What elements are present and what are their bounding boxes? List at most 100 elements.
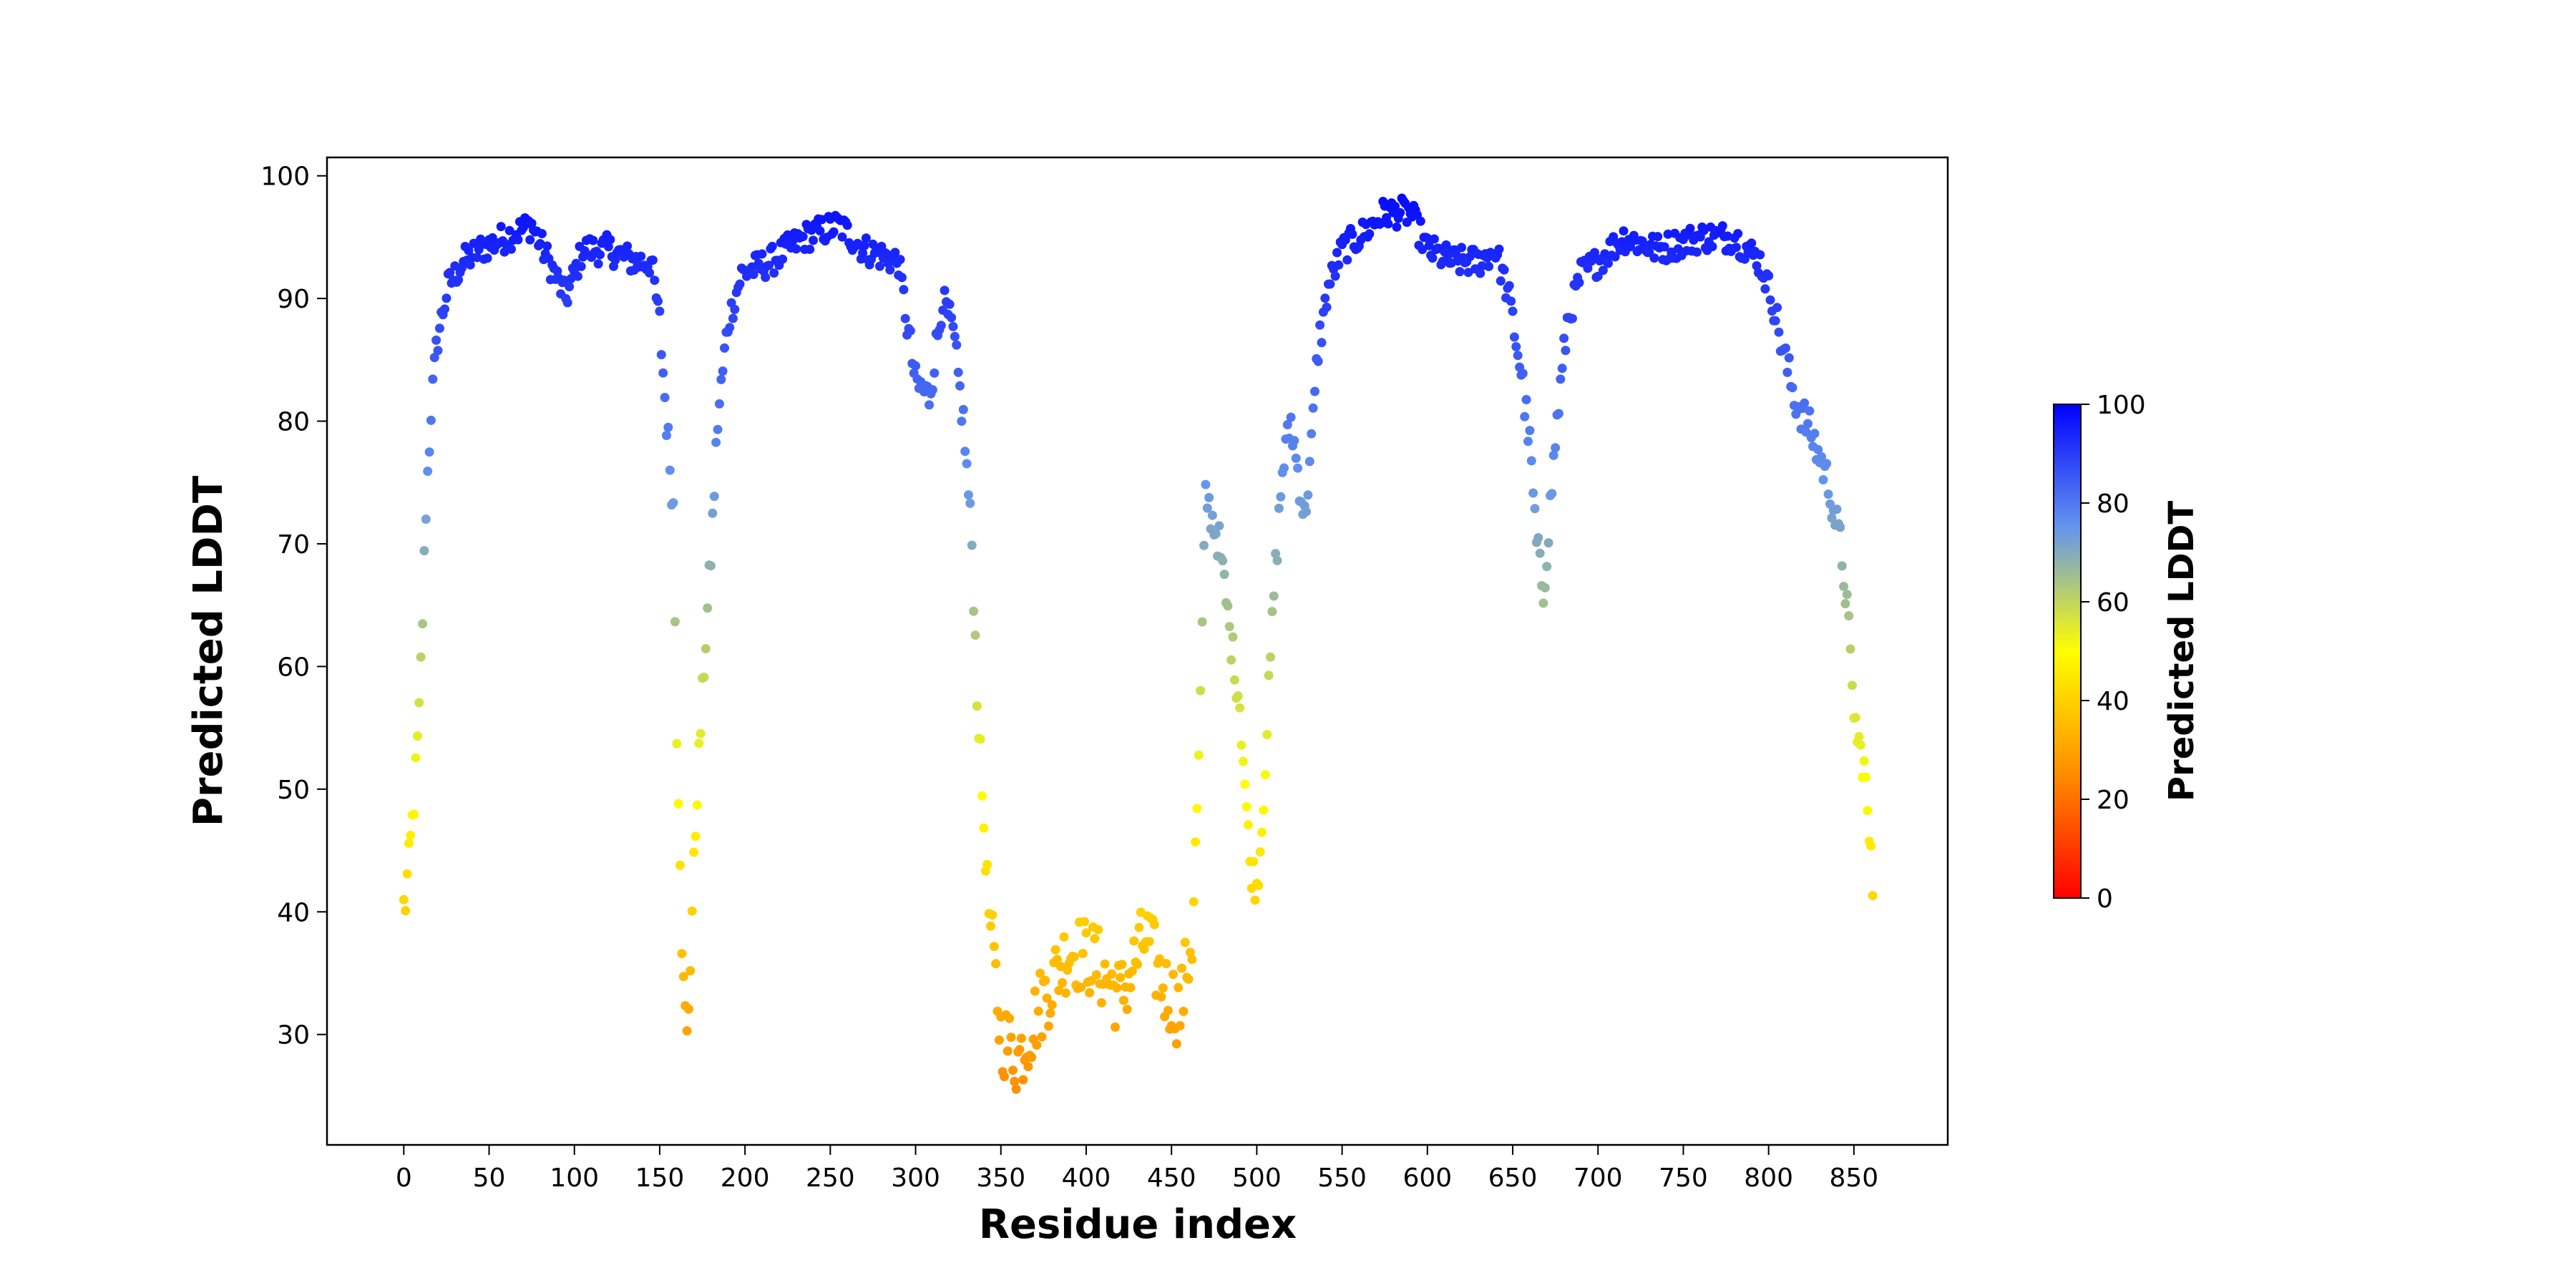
y-axis-label: Predicted LDDT — [185, 476, 232, 826]
data-point — [701, 644, 711, 654]
y-tick-label: 50 — [277, 776, 310, 805]
data-point — [875, 261, 884, 271]
data-point — [1653, 232, 1663, 242]
data-point — [426, 415, 436, 425]
data-point — [1423, 233, 1433, 243]
data-point — [1035, 968, 1045, 978]
data-point — [653, 296, 663, 306]
data-point — [958, 404, 968, 414]
colorbar-ticks: 0 20 40 60 80 100 — [2081, 391, 2146, 914]
x-tick-label: 500 — [1232, 1163, 1282, 1193]
y-tick-label: 80 — [277, 408, 310, 437]
data-point — [588, 235, 598, 245]
data-point — [1854, 731, 1864, 741]
data-point — [573, 271, 582, 281]
data-point — [1081, 928, 1091, 938]
data-point — [1187, 955, 1197, 965]
data-point — [965, 498, 975, 508]
data-point — [1731, 243, 1741, 253]
x-tick-label: 450 — [1147, 1163, 1196, 1193]
data-point — [1111, 1022, 1120, 1032]
data-point — [665, 465, 675, 475]
data-point — [684, 1004, 693, 1014]
data-point — [708, 508, 718, 518]
data-point — [1542, 562, 1552, 572]
data-point — [711, 437, 721, 447]
y-tick-label: 90 — [277, 285, 310, 314]
x-tick-label: 50 — [473, 1163, 506, 1193]
data-point — [1740, 254, 1750, 264]
data-point — [1707, 242, 1717, 252]
data-point — [434, 323, 444, 333]
data-point — [1813, 444, 1823, 454]
data-point — [945, 299, 955, 309]
data-point — [1322, 302, 1332, 312]
data-point — [1494, 244, 1504, 254]
data-point — [1392, 222, 1402, 232]
data-point — [1018, 1075, 1028, 1085]
data-point — [967, 540, 977, 550]
data-point — [1805, 406, 1815, 416]
data-point — [1161, 959, 1171, 969]
data-point — [1506, 296, 1516, 306]
data-point — [1861, 772, 1871, 782]
data-point — [1568, 313, 1577, 323]
data-point — [1122, 1005, 1132, 1015]
data-point — [1042, 993, 1052, 1003]
data-point — [1530, 504, 1540, 514]
data-point — [677, 949, 687, 959]
data-point — [542, 241, 552, 251]
data-point — [662, 431, 671, 440]
data-point — [1011, 1084, 1021, 1094]
data-point — [994, 1035, 1004, 1045]
data-point — [1383, 219, 1393, 229]
data-point — [593, 259, 603, 269]
x-tick-label: 650 — [1488, 1163, 1538, 1193]
data-point — [1259, 805, 1269, 815]
data-point — [672, 738, 682, 748]
data-point — [986, 921, 995, 931]
data-point — [694, 738, 704, 748]
data-point — [805, 244, 815, 254]
data-point — [1144, 937, 1154, 947]
x-tick-label: 850 — [1830, 1163, 1879, 1193]
data-point — [1032, 1040, 1042, 1050]
data-point — [1282, 420, 1292, 429]
data-point — [725, 323, 735, 333]
data-point — [660, 393, 670, 402]
data-point — [1238, 756, 1248, 766]
data-point — [1332, 248, 1342, 258]
x-tick-label: 400 — [1062, 1163, 1111, 1193]
data-point — [1241, 802, 1252, 811]
data-point — [798, 232, 808, 242]
data-point — [673, 799, 683, 809]
data-point — [861, 233, 871, 243]
data-point — [1211, 529, 1221, 539]
data-point — [595, 250, 605, 260]
data-point — [767, 241, 777, 251]
data-point — [1175, 1021, 1185, 1030]
colorbar-tick-label: 80 — [2097, 489, 2129, 519]
data-point — [1158, 983, 1168, 993]
data-point — [1192, 804, 1202, 814]
data-point — [474, 245, 484, 255]
data-point — [1219, 570, 1229, 580]
data-point — [1518, 369, 1528, 379]
data-point — [1692, 247, 1702, 257]
data-point — [1197, 617, 1207, 627]
data-point — [713, 424, 723, 434]
data-point — [650, 275, 660, 286]
data-point — [1117, 960, 1127, 970]
data-point — [837, 232, 847, 242]
data-point — [1463, 268, 1473, 278]
data-point — [1156, 992, 1166, 1002]
data-point — [464, 245, 474, 255]
data-point — [1441, 240, 1451, 250]
data-point — [1764, 270, 1774, 280]
data-point — [1228, 632, 1238, 642]
data-point — [1223, 601, 1233, 611]
data-point — [1191, 837, 1201, 847]
data-point — [1279, 463, 1289, 473]
data-point — [1291, 453, 1301, 463]
data-point — [842, 220, 852, 230]
